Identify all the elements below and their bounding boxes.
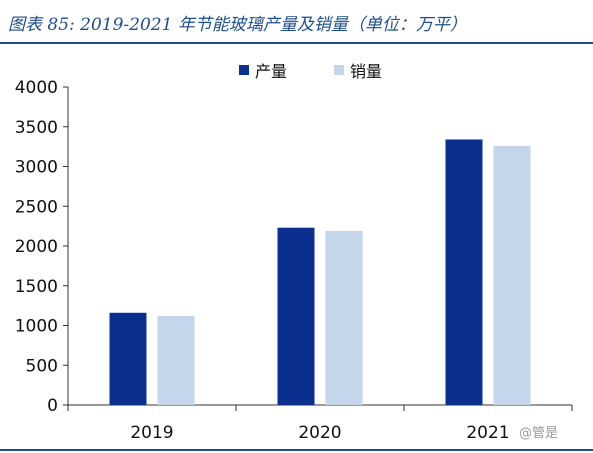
bar-销量-2021 (493, 145, 531, 405)
legend-label-series-1: 销量 (350, 62, 383, 81)
y-tick-label: 2500 (15, 197, 58, 217)
chart-title: 图表 85: 2019-2021 年节能玻璃产量及销量（单位：万平） (8, 15, 467, 35)
watermark: @管是 (519, 426, 559, 441)
y-tick-label: 4000 (15, 78, 58, 98)
y-tick-label: 1500 (15, 277, 58, 297)
legend-item-series-1: 销量 (334, 58, 382, 82)
legend: 产量 销量 (0, 58, 593, 82)
x-tick-label: 2021 (466, 423, 509, 443)
legend-swatch-series-1 (334, 65, 344, 75)
legend-item-series-0: 产量 (239, 58, 287, 82)
bar-产量-2019 (109, 312, 147, 405)
y-tick-label: 1000 (15, 317, 58, 337)
x-tick-label: 2020 (298, 423, 341, 443)
legend-label-series-0: 产量 (255, 62, 288, 81)
bottom-divider (0, 449, 593, 451)
bar-销量-2019 (157, 315, 195, 405)
legend-swatch-series-0 (239, 65, 249, 75)
title-divider (0, 42, 593, 44)
bar-产量-2021 (445, 139, 483, 405)
y-tick-label: 3000 (15, 158, 58, 178)
y-tick-label: 3500 (15, 118, 58, 138)
bar-产量-2020 (277, 227, 315, 405)
x-tick-label: 2019 (130, 423, 173, 443)
y-tick-label: 2000 (15, 237, 58, 257)
y-tick-label: 500 (26, 356, 58, 376)
bar-销量-2020 (325, 230, 363, 405)
y-tick-label: 0 (47, 396, 58, 416)
